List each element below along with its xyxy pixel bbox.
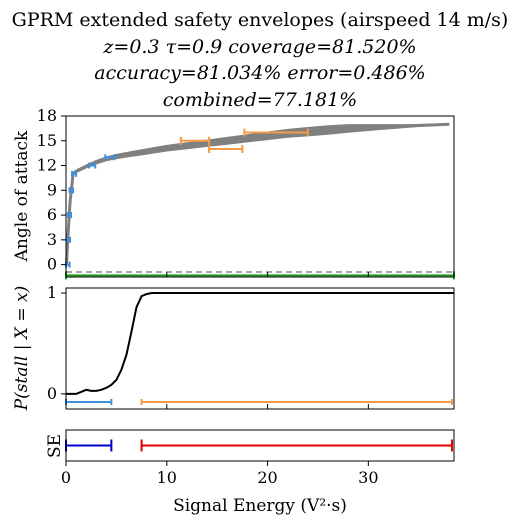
probability-panel-ticks: 01 [47, 283, 369, 409]
aoa-ytick-label: 12 [37, 156, 57, 175]
probability-ytick-label: 1 [47, 283, 57, 302]
se-panel-marks [65, 439, 453, 452]
se-panel-frame [65, 429, 455, 462]
se-panel-ylabel: SE [45, 434, 65, 458]
se-panel: 0 10 20 30 SE Signal Energy (V²·s) [45, 429, 455, 516]
se-xtick-label: 0 [61, 468, 71, 487]
aoa-panel-ticks: 0 3 6 9 12 15 18 [37, 106, 369, 277]
envelope-center-line [65, 122, 450, 265]
stall-probability-curve [66, 292, 454, 395]
chart-title-line1: GPRM extended safety envelopes (airspeed… [12, 9, 509, 31]
aoa-ytick-label: 3 [47, 230, 57, 249]
probability-panel-ylabel: P(stall | X = x) [12, 286, 32, 412]
aoa-ytick-label: 0 [47, 255, 57, 274]
probability-panel: 01 P(stall | X = x) [12, 283, 455, 412]
x-axis-label: Signal Energy (V²·s) [173, 496, 347, 516]
chart-title-line2: z=0.3 τ=0.9 coverage=81.520% [102, 36, 416, 58]
aoa-ytick-label: 18 [37, 106, 57, 125]
aoa-ytick-label: 6 [47, 205, 57, 224]
chart-title-line3: accuracy=81.034% error=0.486% [94, 62, 425, 84]
envelope-band-area [65, 123, 450, 266]
se-xtick-label: 30 [358, 468, 378, 487]
probability-ytick-label: 0 [47, 384, 57, 403]
se-xtick-label: 10 [157, 468, 177, 487]
probability-panel-frame [65, 287, 455, 410]
aoa-ytick-label: 9 [47, 180, 57, 199]
aoa-panel-ylabel: Angle of attack [12, 130, 32, 262]
chart-title-line4: combined=77.181% [163, 89, 357, 111]
aoa-panel-frame [65, 115, 455, 278]
se-panel-ticks: 0 10 20 30 [61, 461, 379, 487]
safety-envelope-band [65, 122, 450, 266]
aoa-ytick-label: 15 [37, 131, 57, 150]
se-xtick-label: 20 [257, 468, 277, 487]
probability-panel-marks [65, 292, 454, 405]
aoa-panel: 0 3 6 9 12 15 18 Angle of attack [12, 106, 455, 280]
aoa-panel-marks [65, 128, 455, 280]
